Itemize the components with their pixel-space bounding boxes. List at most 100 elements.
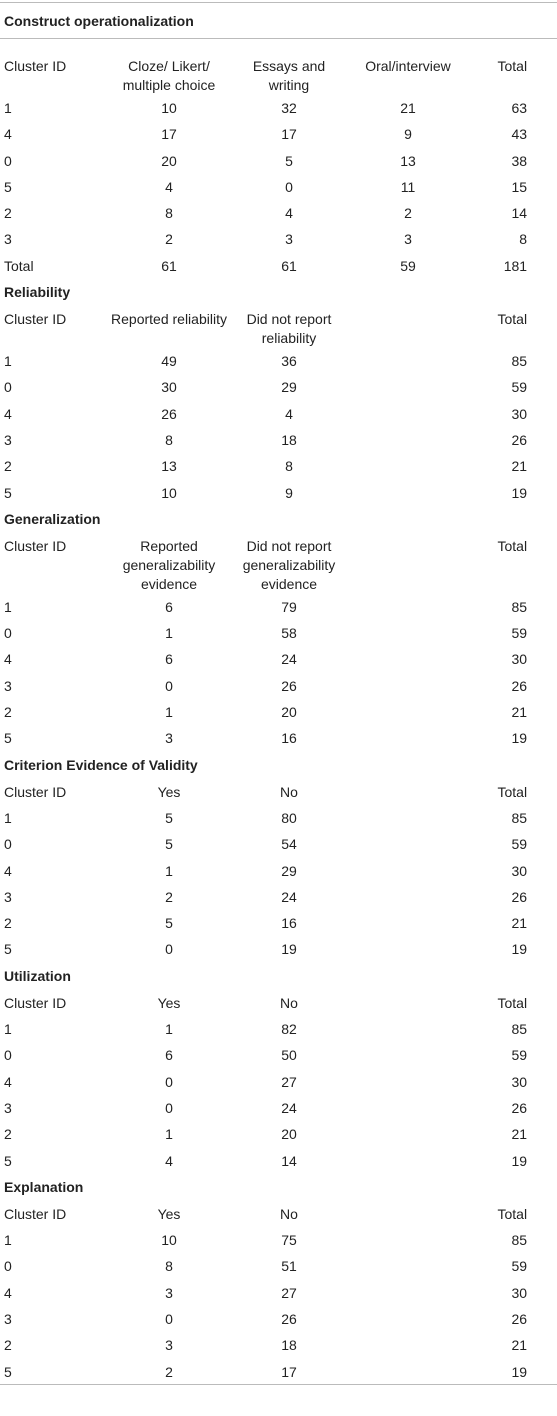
data-cell: 14	[511, 205, 528, 222]
data-cell: 10	[161, 484, 177, 501]
section-title: Explanation	[4, 1178, 84, 1195]
data-cell: 14	[281, 1152, 297, 1169]
header-cell: Oral/interview	[365, 58, 451, 74]
data-row: 1 10 75 85	[0, 1227, 557, 1253]
data-cell: 5	[165, 915, 173, 932]
section-title: Utilization	[4, 967, 71, 984]
data-cell: 16	[281, 915, 297, 932]
data-cell: 4	[165, 178, 173, 195]
data-cell: 0	[4, 1047, 12, 1064]
data-row: 0 8 51 59	[0, 1253, 557, 1279]
header-cell	[340, 1201, 476, 1227]
data-cell: 29	[281, 862, 297, 879]
data-row: 3 8 18 26	[0, 427, 557, 453]
data-cell: 21	[511, 915, 528, 932]
data-cell: 54	[281, 836, 297, 853]
data-cell: 24	[281, 888, 297, 905]
header-cell: Cluster ID	[4, 311, 67, 328]
header-cell	[340, 306, 476, 348]
data-cell: 3	[285, 231, 293, 248]
data-cell: 6	[165, 1047, 173, 1064]
header-row: Cluster ID Reported generalizability evid…	[0, 533, 557, 594]
data-cell: 63	[511, 100, 528, 116]
table-body: Construct operationalization Cluster ID Cl…	[0, 2, 557, 1385]
header-cell: Yes	[157, 1205, 181, 1222]
data-cell: 11	[400, 178, 416, 195]
header-cell: Cluster ID	[4, 783, 67, 800]
section-title-row: Explanation	[0, 1174, 557, 1201]
data-cell: 26	[511, 1099, 528, 1116]
data-cell: 38	[511, 152, 528, 169]
data-cell: 6	[165, 651, 173, 668]
data-row: 3 2 3 3 8	[0, 226, 557, 252]
data-cell: 1	[4, 100, 12, 116]
data-cell: 59	[400, 257, 416, 274]
data-row: 1 1 82 85	[0, 1016, 557, 1042]
data-cell	[340, 646, 476, 672]
data-cell: 59	[511, 379, 528, 396]
data-cell: 17	[281, 126, 297, 143]
data-cell: 17	[161, 126, 177, 143]
data-cell: 20	[281, 1126, 297, 1143]
data-cell: 5	[165, 836, 173, 853]
data-cell: 26	[511, 677, 528, 694]
data-cell: 79	[281, 598, 297, 615]
data-cell: 0	[165, 1310, 173, 1327]
data-row: 5 10 9 19	[0, 480, 557, 506]
data-cell: 5	[285, 152, 293, 169]
header-cell: Reported generalizability evidence	[122, 537, 216, 592]
header-cell: Total	[497, 1205, 528, 1222]
data-cell: 32	[281, 100, 297, 116]
data-cell: 3	[165, 1284, 173, 1301]
data-cell	[340, 1280, 476, 1306]
data-row: 2 1 20 21	[0, 1121, 557, 1147]
header-row: Cluster ID Yes No Total	[0, 779, 557, 805]
data-cell	[340, 936, 476, 962]
header-cell	[340, 990, 476, 1016]
header-cell: Did not report generalizability evidence	[242, 537, 336, 592]
data-cell	[340, 1227, 476, 1253]
section-title-row: Generalization	[0, 506, 557, 533]
data-cell: 15	[511, 178, 528, 195]
data-cell	[340, 1306, 476, 1332]
data-cell: 20	[161, 152, 177, 169]
data-row: 4 17 17 9 43	[0, 121, 557, 147]
data-cell	[340, 699, 476, 725]
data-cell: 0	[165, 1073, 173, 1090]
data-cell: 1	[4, 809, 12, 826]
header-cell: Cluster ID	[4, 537, 67, 554]
data-cell: 3	[165, 1337, 173, 1354]
data-cell: 0	[4, 379, 12, 396]
header-cell: Cluster ID	[4, 58, 67, 74]
data-row: 5 0 19 19	[0, 936, 557, 962]
data-row: 0 5 54 59	[0, 831, 557, 857]
data-cell: 17	[281, 1363, 297, 1380]
data-cell: 8	[519, 231, 528, 248]
data-cell: 30	[161, 379, 177, 396]
data-cell: 4	[4, 1073, 12, 1090]
data-cell: 4	[4, 651, 12, 668]
table: Construct operationalization Cluster ID Cl…	[0, 2, 557, 1386]
data-row: 4 6 24 30	[0, 646, 557, 672]
data-cell: 26	[281, 1310, 297, 1327]
data-cell: 1	[165, 1021, 173, 1038]
data-cell: 29	[281, 379, 297, 396]
data-cell	[340, 1359, 476, 1385]
data-cell: 3	[4, 1310, 12, 1327]
data-cell: 4	[4, 405, 12, 422]
data-cell: 30	[511, 405, 528, 422]
data-row: 0 30 29 59	[0, 374, 557, 400]
data-cell: 30	[511, 651, 528, 668]
data-cell: 85	[511, 1232, 528, 1249]
data-row: 2 13 8 21	[0, 453, 557, 479]
data-row: 0 1 58 59	[0, 620, 557, 646]
data-cell: 13	[161, 458, 177, 475]
header-cell: No	[280, 994, 298, 1011]
data-row: Total 61 61 59 181	[0, 253, 557, 279]
data-cell: 85	[511, 598, 528, 615]
data-cell: 5	[4, 178, 12, 195]
data-cell: 80	[281, 809, 297, 826]
data-cell: 3	[4, 431, 12, 448]
data-cell: 21	[511, 458, 528, 475]
data-cell: 18	[281, 431, 297, 448]
